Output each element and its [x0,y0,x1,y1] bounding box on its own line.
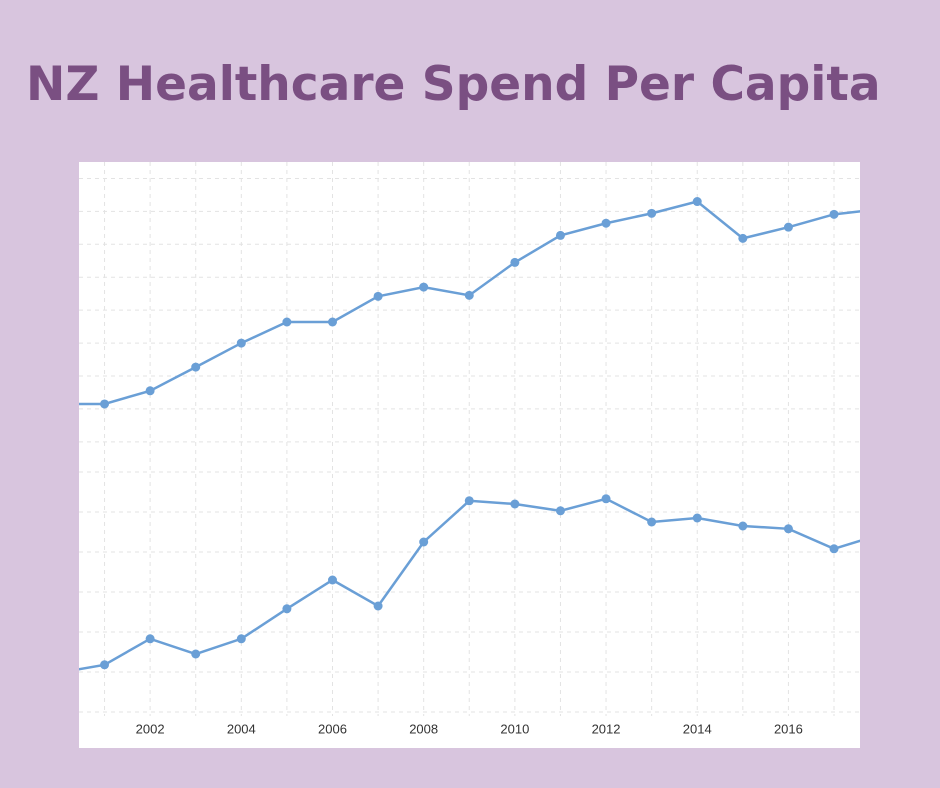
x-tick-label: 2012 [592,721,621,736]
point [145,634,155,644]
point [692,513,702,523]
x-tick-label: 2004 [227,721,256,736]
point [875,530,884,539]
point [783,524,793,534]
point [100,660,110,670]
point [236,634,246,644]
x-tick-label: 2008 [409,721,438,736]
point [464,496,474,506]
point [601,494,611,504]
point [875,205,884,214]
point [282,317,292,327]
chart-title: NZ Healthcare Spend Per Capita [26,57,881,112]
x-tick-label: 2010 [500,721,529,736]
point [829,544,839,554]
point [145,386,155,396]
point [510,499,520,509]
x-tick-label: 2016 [774,721,803,736]
point [738,233,748,243]
point [191,649,201,659]
x-tick-label: 2002 [136,721,165,736]
point [419,537,429,547]
point [601,218,611,228]
point [373,291,383,301]
x-tick-label: 2014 [683,721,712,736]
plot-area [54,162,884,716]
point [373,601,383,611]
point [282,604,292,614]
point [829,209,839,219]
point [738,521,748,531]
point [327,317,337,327]
point [464,290,474,300]
point [555,506,565,516]
point [783,222,793,232]
x-tick-label: 2006 [318,721,347,736]
point [54,668,63,677]
point [555,230,565,240]
point [236,338,246,348]
point [692,197,702,207]
point [100,399,110,409]
point [191,362,201,372]
point [647,208,657,218]
point [54,399,63,408]
point [327,575,337,585]
point [510,257,520,267]
point [419,282,429,292]
point [647,517,657,527]
